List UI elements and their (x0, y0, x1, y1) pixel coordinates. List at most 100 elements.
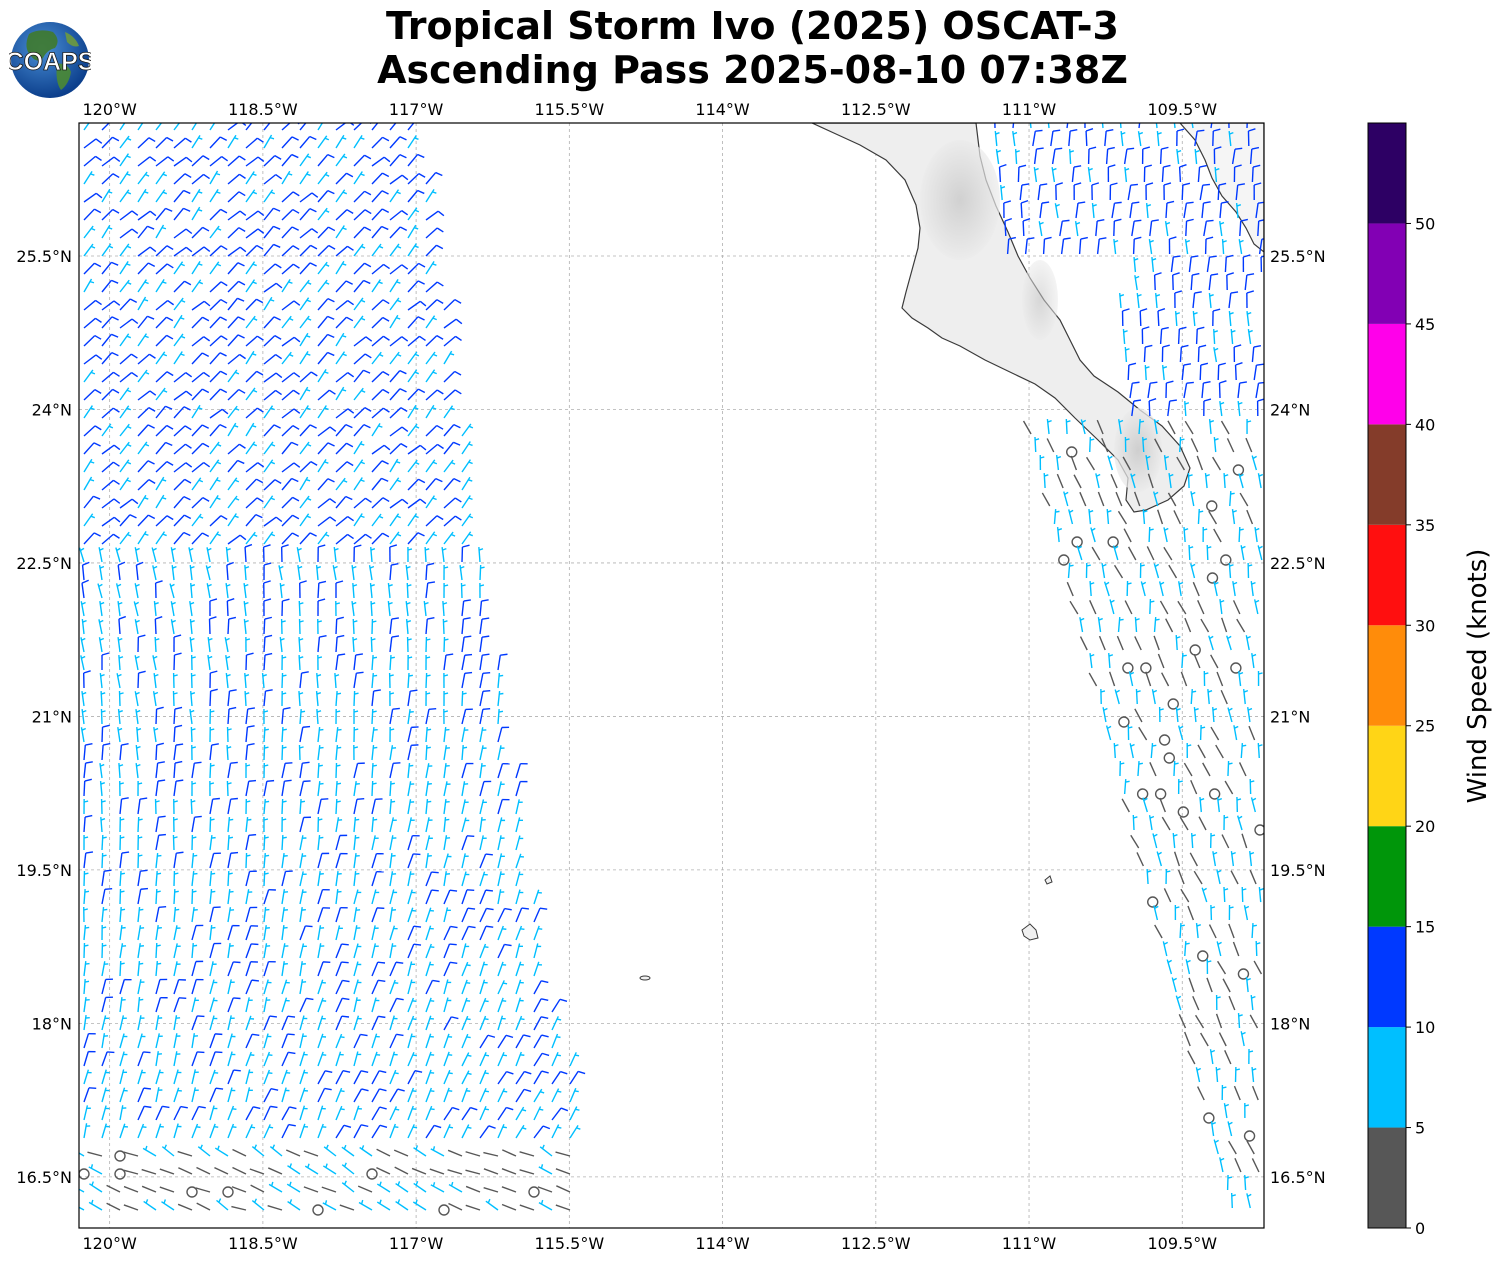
wind-barb (251, 1198, 265, 1211)
wind-barb (371, 513, 384, 527)
lon-tick-label-bottom: 114°W (695, 1234, 750, 1253)
wind-barb (245, 852, 251, 869)
wind-barb (245, 943, 259, 959)
wind-barb (407, 654, 413, 671)
wind-barb (1129, 381, 1140, 399)
wind-barb (317, 618, 322, 635)
wind-barb (117, 601, 123, 617)
wind-barb (88, 1199, 103, 1211)
wind-barb (1149, 598, 1155, 615)
wind-barb (1251, 653, 1257, 669)
wind-barb (1210, 726, 1220, 741)
wind-barb (191, 761, 202, 779)
wind-barb (173, 173, 192, 185)
wind-barb (1124, 167, 1130, 183)
wind-barb (465, 1169, 481, 1175)
wind-barb (119, 870, 125, 887)
wind-barb (79, 1152, 85, 1157)
wind-barb (461, 653, 473, 671)
wind-barb (1127, 183, 1138, 201)
wind-barb (425, 907, 434, 923)
wind-barb (519, 1151, 535, 1157)
wind-barb (425, 369, 437, 383)
wind-barb (551, 1016, 562, 1031)
wind-barb (1232, 464, 1245, 476)
wind-barb (101, 479, 120, 491)
wind-barb (299, 244, 318, 257)
wind-barb (461, 513, 474, 527)
wind-barb (299, 279, 312, 293)
wind-barb (207, 637, 213, 653)
wind-barb (119, 514, 137, 527)
wind-barb (245, 997, 253, 1013)
wind-barb (191, 815, 202, 833)
wind-barb (209, 170, 221, 185)
wind-barb (371, 136, 390, 149)
wind-barb (1087, 167, 1093, 183)
wind-barb (389, 762, 401, 779)
wind-barb (80, 637, 86, 653)
wind-barb (119, 1069, 128, 1085)
wind-barb (119, 171, 131, 185)
wind-barb (479, 889, 494, 905)
wind-barb (101, 516, 121, 527)
wind-barb (389, 726, 395, 743)
wind-barb (1161, 672, 1170, 687)
wind-barb (101, 498, 121, 509)
wind-barb (245, 961, 258, 977)
wind-barb (1134, 275, 1140, 291)
wind-barb (1178, 163, 1187, 183)
lat-tick-label-right: 22.5°N (1270, 554, 1326, 573)
wind-barb (299, 907, 306, 923)
wind-barb (443, 835, 451, 851)
wind-barb (317, 389, 336, 401)
wind-barb (1215, 744, 1224, 759)
wind-barb (133, 601, 140, 617)
colorbar-bin (1368, 1027, 1406, 1128)
wind-barb (155, 1123, 164, 1139)
wind-barb (263, 979, 272, 995)
wind-barb (191, 924, 204, 941)
wind-barb (298, 744, 304, 761)
wind-barb (1149, 219, 1159, 237)
wind-barb (287, 1199, 301, 1211)
wind-barb (101, 136, 120, 149)
wind-barb (1150, 742, 1157, 759)
wind-barb (173, 1051, 181, 1067)
wind-barb (497, 726, 510, 743)
wind-barb (443, 459, 456, 473)
wind-barb (1228, 310, 1234, 327)
wind-barb (251, 1144, 265, 1157)
wind-barb (317, 816, 323, 833)
wind-barb (353, 297, 366, 311)
wind-barb (461, 544, 470, 563)
wind-barb (191, 424, 209, 437)
wind-barb (317, 1123, 327, 1139)
wind-barb (98, 565, 105, 581)
wind-barb (208, 616, 217, 635)
wind-barb (191, 123, 198, 131)
wind-barb (209, 598, 218, 617)
wind-barb (353, 1033, 368, 1049)
wind-barb (281, 514, 300, 527)
wind-barb (263, 562, 272, 581)
wind-barb (479, 871, 488, 887)
wind-barb (407, 997, 417, 1013)
wind-barb (1038, 221, 1044, 237)
wind-barb (137, 1123, 147, 1139)
wind-barb (407, 744, 419, 761)
wind-barb (1230, 328, 1236, 345)
wind-barb (479, 617, 490, 635)
wind-barb (479, 690, 491, 707)
wind-barb (407, 280, 425, 293)
wind-barb (227, 1069, 241, 1085)
wind-barb (1184, 940, 1190, 957)
wind-barb (173, 706, 183, 725)
wind-barb (371, 1088, 387, 1103)
wind-barb (533, 889, 542, 905)
wind-barb (371, 727, 378, 743)
wind-barb (281, 870, 293, 887)
wind-barb (424, 546, 430, 563)
wind-barb (407, 763, 414, 779)
wind-barb (245, 335, 264, 347)
